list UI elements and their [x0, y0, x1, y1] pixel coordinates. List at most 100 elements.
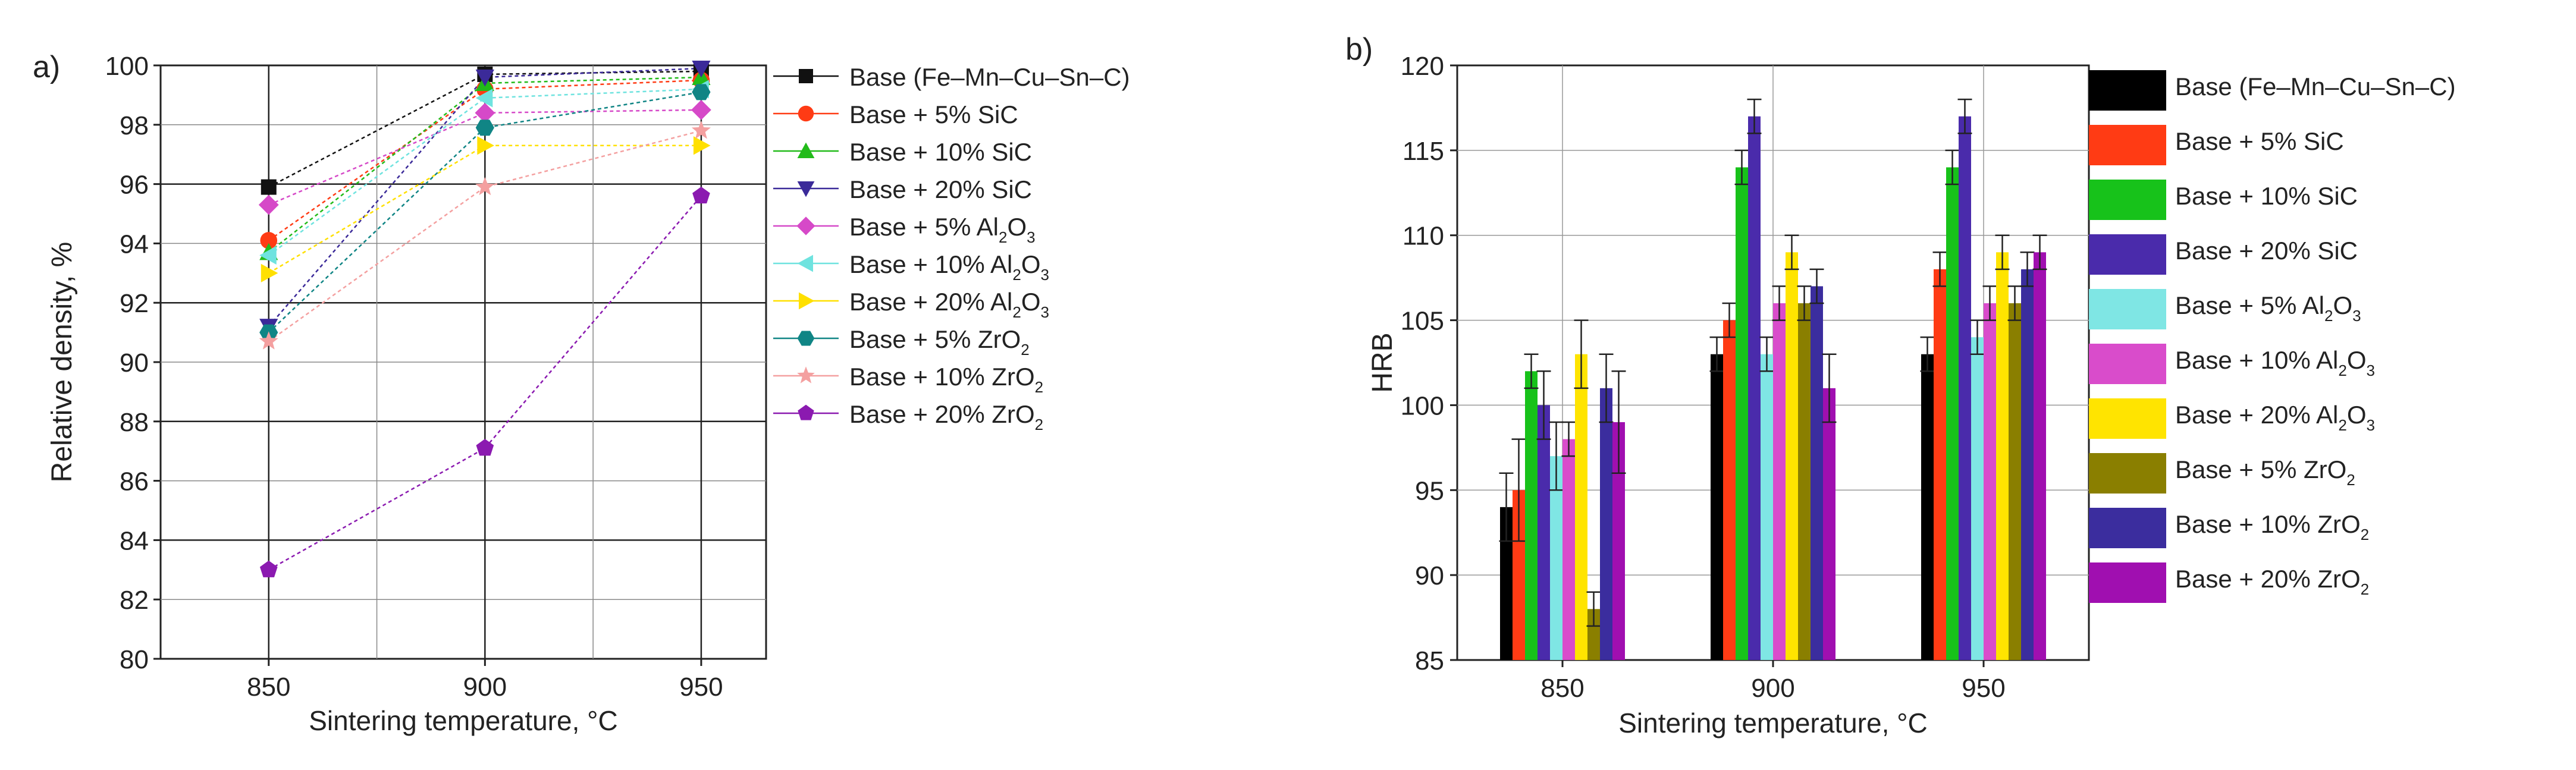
bar [2009, 303, 2021, 660]
bar [1946, 167, 1959, 660]
bar [1736, 167, 1748, 660]
bar [1811, 286, 1823, 660]
bar [1761, 354, 1773, 660]
bar [1525, 371, 1538, 660]
legend-label: Base + 5% Al2O3 [849, 213, 1036, 246]
bar [1600, 388, 1612, 660]
panel-label-a: a) [33, 50, 60, 84]
legend-swatch [2089, 344, 2166, 384]
bar [1996, 252, 2009, 660]
y-tick-label: 90 [120, 348, 149, 378]
y-tick-label: 96 [120, 171, 149, 200]
data-point [692, 84, 711, 100]
data-point [261, 263, 278, 282]
legend-label: Base + 10% SiC [2175, 182, 2358, 210]
bar [1984, 303, 1996, 660]
data-point [477, 136, 494, 155]
bar [1562, 439, 1575, 660]
series-line [268, 130, 702, 342]
y-tick-label: 94 [120, 230, 149, 259]
y-tick-label: 84 [120, 526, 149, 555]
legend-marker [797, 142, 815, 158]
bar [1500, 507, 1513, 660]
legend-label: Base + 20% ZrO2 [2175, 565, 2369, 598]
legend-label: Base + 5% ZrO2 [849, 325, 1030, 359]
bar [1921, 354, 1934, 660]
legend-marker [798, 105, 814, 122]
y-tick-label: 98 [120, 111, 149, 140]
bar [1773, 303, 1786, 660]
y-tick-label: 90 [1415, 561, 1444, 590]
bar [1723, 320, 1736, 660]
y-tick-label: 115 [1402, 137, 1444, 166]
legend-label: Base (Fe–Mn–Cu–Sn–C) [849, 63, 1130, 91]
legend-label: Base + 10% ZrO2 [2175, 510, 2369, 543]
data-point [692, 186, 710, 204]
legend-swatch [2089, 398, 2166, 439]
data-point [260, 232, 278, 249]
legend-swatch [2089, 234, 2166, 275]
x-tick-label: 950 [1962, 674, 2005, 703]
y-axis-label: Relative density, % [46, 242, 78, 483]
legend-swatch [2089, 125, 2166, 165]
bar [1798, 303, 1811, 660]
x-tick-label: 900 [1751, 674, 1794, 703]
legend-label: Base + 20% Al2O3 [849, 288, 1049, 321]
data-point [259, 331, 278, 350]
legend-label: Base + 20% ZrO2 [849, 400, 1043, 433]
y-tick-label: 120 [1401, 52, 1444, 81]
data-point [693, 136, 711, 155]
bar [2021, 269, 2034, 660]
bar [1748, 116, 1761, 660]
y-tick-label: 95 [1415, 476, 1444, 505]
legend-label: Base + 20% SiC [2175, 237, 2358, 265]
legend-swatch [2089, 289, 2166, 329]
y-tick-label: 82 [120, 586, 149, 615]
legend-label: Base + 20% Al2O3 [2175, 401, 2375, 434]
density-line-chart: a) 80 82 84 86 88 90 92 94 96 98 100 850 900 950 Sinter… [33, 50, 1130, 736]
data-point [259, 560, 278, 577]
legend-marker [796, 216, 815, 235]
legend-label: Base + 5% ZrO2 [2175, 455, 2355, 489]
bar [1959, 116, 1971, 660]
legend-label: Base (Fe–Mn–Cu–Sn–C) [2175, 73, 2456, 100]
panel-label-b: b) [1345, 32, 1373, 67]
x-tick-label: 850 [247, 672, 290, 702]
legend-label: Base + 5% SiC [2175, 127, 2344, 155]
y-tick-label: 110 [1402, 222, 1444, 251]
legend-swatch [2089, 508, 2166, 548]
y-tick-label: 100 [1401, 391, 1444, 420]
legend-swatch [2089, 562, 2166, 603]
legend-swatch [2089, 180, 2166, 220]
y-tick-label: 100 [105, 52, 149, 81]
x-tick-label: 950 [679, 672, 723, 702]
y-tick-label: 86 [120, 467, 149, 496]
legend-swatch [2089, 453, 2166, 494]
data-point [258, 194, 279, 215]
y-axis-label: HRB [1367, 332, 1398, 392]
data-point [475, 69, 494, 87]
data-point [259, 246, 277, 265]
hardness-bar-chart: b) 85 90 95 100 105 110 115 120 850 900 950 Sinterin… [1345, 32, 2456, 738]
bar [1823, 388, 1835, 660]
bar [1575, 354, 1587, 660]
y-tick-label: 92 [120, 289, 149, 318]
legend-label: Base + 20% SiC [849, 175, 1032, 203]
y-tick-label: 105 [1401, 307, 1444, 336]
data-point [476, 439, 494, 456]
legend-label: Base + 10% ZrO2 [849, 363, 1043, 396]
legend-label: Base + 10% Al2O3 [849, 250, 1049, 284]
y-tick-label: 88 [120, 408, 149, 437]
legend-marker [797, 331, 815, 346]
x-axis-label: Sintering temperature, °C [309, 705, 618, 736]
bar [1786, 252, 1798, 660]
bar [1711, 354, 1723, 660]
legend-marker [797, 181, 815, 197]
data-point [692, 60, 711, 78]
legend-marker [797, 366, 815, 384]
x-tick-label: 900 [463, 672, 507, 702]
legend-label: Base + 10% SiC [849, 138, 1032, 166]
data-point [475, 89, 493, 108]
